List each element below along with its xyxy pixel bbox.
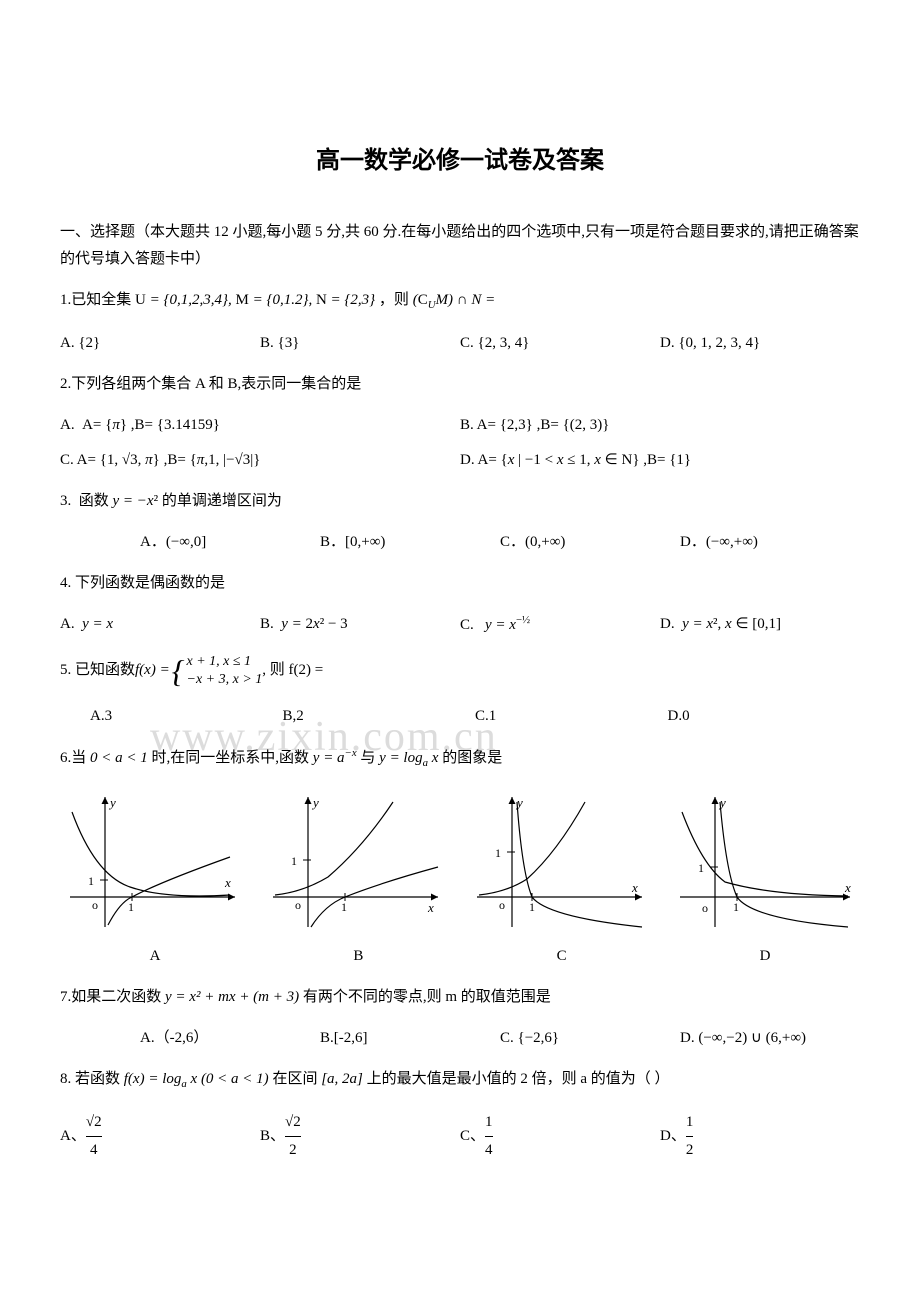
q5-opt-c: C.1: [475, 703, 668, 730]
q6-graph-c: y x o 1 1: [467, 787, 657, 937]
svg-text:o: o: [499, 898, 505, 912]
svg-text:y: y: [108, 795, 116, 810]
svg-text:1: 1: [698, 861, 704, 875]
q6-graphs: y x o 1 1 y x o 1 1 y: [60, 787, 860, 937]
q1-opt-d: D. {0, 1, 2, 3, 4}: [660, 330, 860, 357]
q5-stem-a: 5. 已知函数: [60, 657, 135, 684]
q8-options: A、√24 B、√22 C、14 D、12: [60, 1109, 860, 1164]
q8-math1: f(x) = loga x (0 < a < 1): [124, 1071, 269, 1087]
q8-opt-b: B、√22: [260, 1109, 460, 1164]
q5-opt-b: B,2: [283, 703, 476, 730]
q6-c: 时,在同一坐标系中,函数: [152, 750, 313, 766]
q1-options: A. {2} B. {3} C. {2, 3, 4} D. {0, 1, 2, …: [60, 330, 860, 357]
svg-text:1: 1: [529, 900, 535, 914]
section-heading: 一、选择题（本大题共 12 小题,每小题 5 分,共 60 分.在每小题给出的四…: [60, 219, 860, 273]
q4-opt-a: A. y = x: [60, 611, 260, 639]
question-3: 3. 函数 y = −x² 的单调递增区间为: [60, 488, 860, 515]
q2-opt-a: A. A= {π} ,B= {3.14159}: [60, 412, 460, 439]
q1-math2: (CUM) ∩ N =: [413, 292, 496, 308]
q6-d: y = a−x: [313, 750, 357, 766]
q8-a: 8. 若函数: [60, 1071, 124, 1087]
q2-opt-c: C. A= {1, √3, π} ,B= {π,1, |−√3|}: [60, 447, 460, 474]
q6-f: y = loga x: [379, 750, 438, 766]
q7-opt-b: B.[-2,6]: [320, 1025, 500, 1052]
svg-text:o: o: [295, 898, 301, 912]
q3-opt-a: A．(−∞,0]: [140, 529, 320, 556]
q5-opt-d: D.0: [668, 703, 861, 730]
q5-stem-c: , 则 f(2) =: [262, 657, 323, 684]
question-5: 5. 已知函数 f(x) = { x + 1, x ≤ 1 −x + 3, x …: [60, 653, 860, 689]
question-8: 8. 若函数 f(x) = loga x (0 < a < 1) 在区间 [a,…: [60, 1066, 860, 1094]
question-2: 2.下列各组两个集合 A 和 B,表示同一集合的是: [60, 371, 860, 398]
q7-opt-d: D. (−∞,−2) ∪ (6,+∞): [680, 1025, 860, 1052]
q3-opt-b: B．[0,+∞): [320, 529, 500, 556]
q6-graph-a: y x o 1 1: [60, 787, 250, 937]
q8-e: 上的最大值是最小值的 2 倍，则 a 的值为（ ）: [367, 1071, 670, 1087]
svg-text:1: 1: [128, 900, 134, 914]
q6-e: 与: [360, 750, 379, 766]
q2-options-row1: A. A= {π} ,B= {3.14159} B. A= {2,3} ,B= …: [60, 412, 860, 439]
svg-text:x: x: [631, 880, 638, 895]
svg-text:x: x: [844, 880, 851, 895]
q3-options: A．(−∞,0] B．[0,+∞) C．(0,+∞) D．(−∞,+∞): [60, 529, 860, 556]
q4-opt-c: C. y = x−½: [460, 611, 660, 639]
q7-a: 7.如果二次函数: [60, 989, 165, 1005]
q2-options-row2: C. A= {1, √3, π} ,B= {π,1, |−√3|} D. A= …: [60, 447, 860, 474]
q6-lbl-c: C: [467, 943, 657, 970]
q8-opt-c: C、14: [460, 1109, 660, 1164]
q6-lbl-d: D: [670, 943, 860, 970]
q6-labels: A B C D: [60, 943, 860, 970]
q4-options: A. y = x B. y = 2x² − 3 C. y = x−½ D. y …: [60, 611, 860, 639]
q8-opt-d: D、12: [660, 1109, 860, 1164]
q4-opt-d: D. y = x², x ∈ [0,1]: [660, 611, 860, 639]
svg-text:1: 1: [341, 900, 347, 914]
q7-options: A.（-2,6） B.[-2,6] C. {−2,6} D. (−∞,−2) ∪…: [60, 1025, 860, 1052]
q1-opt-b: B. {3}: [260, 330, 460, 357]
q6-g: 的图象是: [442, 750, 502, 766]
q2-opt-b: B. A= {2,3} ,B= {(2, 3)}: [460, 412, 860, 439]
q5-piecewise: f(x) = { x + 1, x ≤ 1 −x + 3, x > 1: [135, 653, 262, 689]
q6-lbl-b: B: [263, 943, 453, 970]
q6-graph-b: y x o 1 1: [263, 787, 453, 937]
svg-text:o: o: [92, 898, 98, 912]
q1-stem-c: ，则: [379, 292, 413, 308]
svg-text:x: x: [427, 900, 434, 915]
svg-text:y: y: [718, 795, 726, 810]
question-7: 7.如果二次函数 y = x² + mx + (m + 3) 有两个不同的零点,…: [60, 984, 860, 1011]
q2-opt-d: D. A= {x | −1 < x ≤ 1, x ∈ N} ,B= {1}: [460, 447, 860, 474]
q1-stem-a: 1.已知全集: [60, 292, 135, 308]
q6-lbl-a: A: [60, 943, 250, 970]
svg-text:x: x: [224, 875, 231, 890]
q6-a: 6.当: [60, 750, 90, 766]
q1-opt-c: C. {2, 3, 4}: [460, 330, 660, 357]
svg-text:1: 1: [291, 854, 297, 868]
q7-opt-c: C. {−2,6}: [500, 1025, 680, 1052]
q1-math: U = {0,1,2,3,4}, M = {0,1.2}, N = {2,3}: [135, 292, 375, 308]
svg-text:1: 1: [88, 874, 94, 888]
svg-text:o: o: [702, 901, 708, 915]
q4-opt-b: B. y = 2x² − 3: [260, 611, 460, 639]
question-4: 4. 下列函数是偶函数的是: [60, 570, 860, 597]
q3-opt-d: D．(−∞,+∞): [680, 529, 860, 556]
q6-b: 0 < a < 1: [90, 750, 148, 766]
page-title: 高一数学必修一试卷及答案: [60, 140, 860, 183]
q7-opt-a: A.（-2,6）: [140, 1025, 320, 1052]
q7-math: y = x² + mx + (m + 3): [165, 989, 299, 1005]
q8-c: 在区间: [272, 1071, 321, 1087]
svg-text:1: 1: [733, 900, 739, 914]
q3-opt-c: C．(0,+∞): [500, 529, 680, 556]
svg-text:1: 1: [495, 846, 501, 860]
q5-opt-a: A.3: [90, 703, 283, 730]
q1-opt-a: A. {2}: [60, 330, 260, 357]
svg-text:y: y: [515, 795, 523, 810]
q8-opt-a: A、√24: [60, 1109, 260, 1164]
svg-text:y: y: [311, 795, 319, 810]
question-6: 6.当 0 < a < 1 时,在同一坐标系中,函数 y = a−x 与 y =…: [60, 744, 860, 773]
page-content: 高一数学必修一试卷及答案 一、选择题（本大题共 12 小题,每小题 5 分,共 …: [60, 140, 860, 1164]
q6-graph-d: y x o 1 1: [670, 787, 860, 937]
q5-options: A.3 B,2 C.1 D.0: [60, 703, 860, 730]
question-1: 1.已知全集 U = {0,1,2,3,4}, M = {0,1.2}, N =…: [60, 287, 860, 315]
q7-c: 有两个不同的零点,则 m 的取值范围是: [303, 989, 551, 1005]
q8-math2: [a, 2a]: [321, 1071, 363, 1087]
